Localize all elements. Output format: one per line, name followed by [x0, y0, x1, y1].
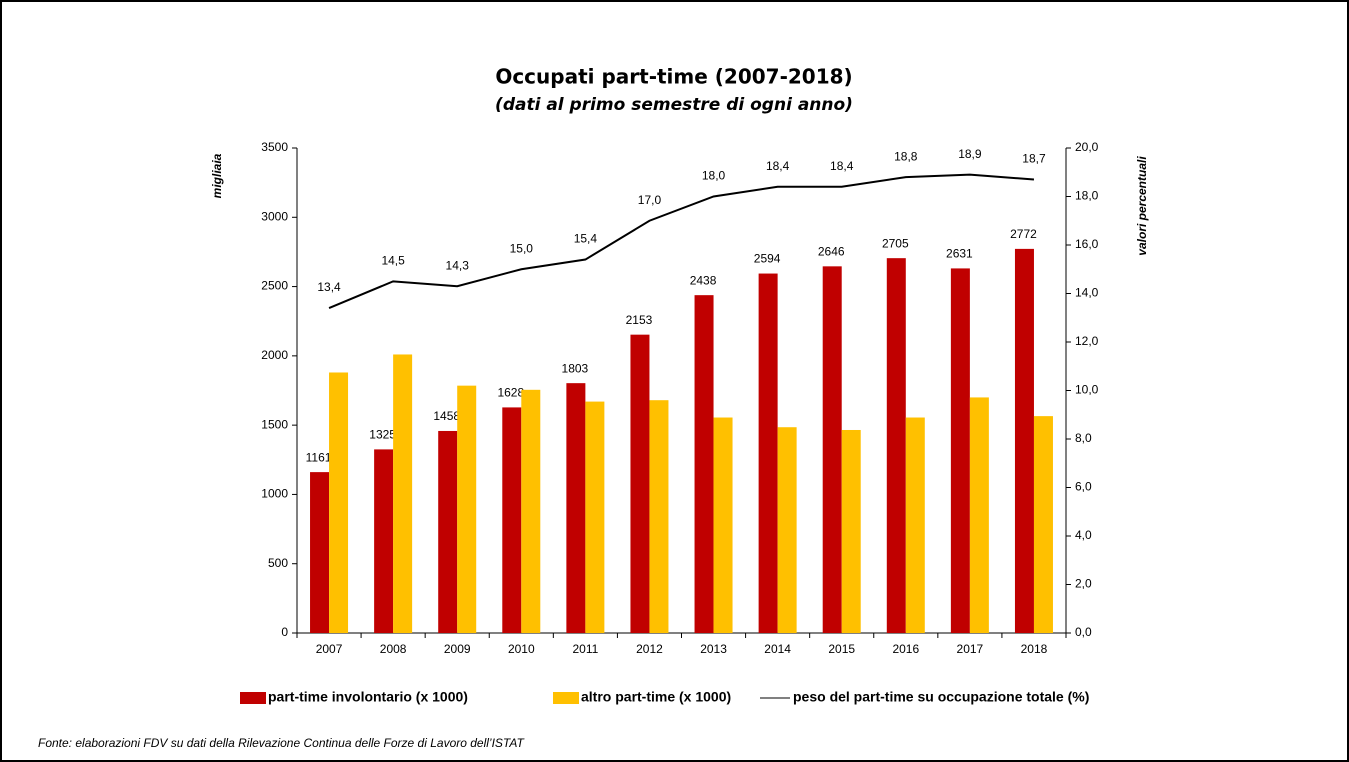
- bar: [1033, 416, 1053, 633]
- legend-label: part-time involontario (x 1000): [268, 689, 468, 705]
- y2-tick-label: 16,0: [1075, 237, 1099, 251]
- bar: [841, 429, 861, 633]
- bar-value-label: 2631: [946, 247, 973, 261]
- line-value-label: 17,0: [638, 193, 662, 207]
- bar: [905, 417, 925, 633]
- y2-tick-label: 6,0: [1075, 480, 1092, 494]
- line-value-label: 18,7: [1022, 152, 1046, 166]
- bar-value-label: 1628: [497, 386, 524, 400]
- bar-value-label: 1803: [562, 361, 589, 375]
- line-value-label: 14,3: [446, 258, 470, 272]
- chart-title: Occupati part-time (2007-2018): [495, 65, 852, 89]
- bar: [886, 258, 906, 633]
- bar: [713, 417, 733, 633]
- bar: [502, 407, 522, 633]
- line-series: [328, 173, 1035, 309]
- line-value-label: 18,9: [958, 147, 982, 161]
- line-value-label: 18,0: [702, 169, 726, 183]
- chart-subtitle: (dati al primo semestre di ogni anno): [495, 95, 853, 115]
- bar: [758, 273, 778, 633]
- bar-value-label: 2438: [690, 273, 717, 287]
- bar: [777, 427, 797, 633]
- y2-tick-label: 0,0: [1075, 625, 1092, 639]
- legend-label: altro part-time (x 1000): [581, 689, 731, 705]
- bar: [521, 389, 541, 633]
- line-value-label: 13,4: [317, 280, 341, 294]
- line-value-label: 18,8: [894, 149, 918, 163]
- y-tick-label: 500: [268, 556, 288, 570]
- y2-tick-label: 2,0: [1075, 577, 1092, 591]
- bar: [950, 268, 970, 633]
- bar-value-label: 2594: [754, 252, 781, 266]
- bar: [585, 401, 605, 633]
- bar-value-label: 2646: [818, 245, 845, 259]
- x-tick-label: 2011: [572, 642, 598, 656]
- line-value-label: 18,4: [766, 159, 790, 173]
- bar-value-label: 2705: [882, 236, 909, 250]
- y2-tick-label: 12,0: [1075, 334, 1099, 348]
- y-tick-label: 2000: [261, 348, 288, 362]
- y-tick-label: 3000: [261, 209, 288, 223]
- line-value-label: 18,4: [830, 159, 854, 173]
- y2-tick-label: 10,0: [1075, 383, 1099, 397]
- bar: [329, 372, 349, 633]
- y2-tick-label: 14,0: [1075, 286, 1099, 300]
- x-tick-label: 2012: [636, 642, 663, 656]
- line-value-label: 15,4: [574, 232, 598, 246]
- x-tick-label: 2009: [444, 642, 471, 656]
- line-value-label: 15,0: [510, 241, 534, 255]
- bar: [393, 354, 413, 633]
- x-tick-label: 2014: [764, 642, 791, 656]
- y-tick-label: 1500: [261, 417, 288, 431]
- x-tick-label: 2013: [700, 642, 727, 656]
- line-value-label: 14,5: [381, 254, 405, 268]
- y-tick-label: 0: [281, 625, 288, 639]
- y-tick-label: 3500: [261, 140, 288, 154]
- x-tick-label: 2018: [1021, 642, 1048, 656]
- bar: [822, 266, 842, 633]
- x-tick-label: 2007: [316, 642, 343, 656]
- bar: [969, 397, 989, 633]
- y2-tick-label: 4,0: [1075, 528, 1092, 542]
- bar: [1014, 248, 1034, 633]
- bar: [457, 385, 477, 633]
- source-note: Fonte: elaborazioni FDV su dati della Ri…: [38, 736, 525, 750]
- legend-label: peso del part-time su occupazione totale…: [793, 689, 1089, 705]
- y2-tick-label: 8,0: [1075, 431, 1092, 445]
- bar: [649, 400, 669, 633]
- legend-swatch: [553, 692, 579, 704]
- bar-value-label: 2772: [1010, 227, 1037, 241]
- bar: [566, 383, 586, 633]
- bar-value-label: 1325: [369, 428, 396, 442]
- x-tick-label: 2017: [957, 642, 984, 656]
- x-tick-label: 2010: [508, 642, 535, 656]
- bar: [438, 430, 458, 633]
- bar-value-label: 1161: [306, 450, 332, 464]
- bar: [310, 472, 330, 633]
- bar-value-label: 2153: [626, 313, 653, 327]
- y-tick-label: 2500: [261, 279, 288, 293]
- bar: [694, 295, 714, 633]
- bar: [374, 449, 394, 633]
- y-axis-label: migliaia: [210, 153, 224, 198]
- x-tick-label: 2015: [828, 642, 855, 656]
- legend-swatch: [240, 692, 266, 704]
- x-tick-label: 2016: [892, 642, 919, 656]
- y2-tick-label: 18,0: [1075, 189, 1099, 203]
- bar-value-label: 1458: [433, 409, 460, 423]
- y-tick-label: 1000: [261, 487, 288, 501]
- y2-axis-label: valori percentuali: [1135, 156, 1149, 256]
- x-tick-label: 2008: [380, 642, 407, 656]
- bar: [630, 334, 650, 633]
- y2-tick-label: 20,0: [1075, 140, 1099, 154]
